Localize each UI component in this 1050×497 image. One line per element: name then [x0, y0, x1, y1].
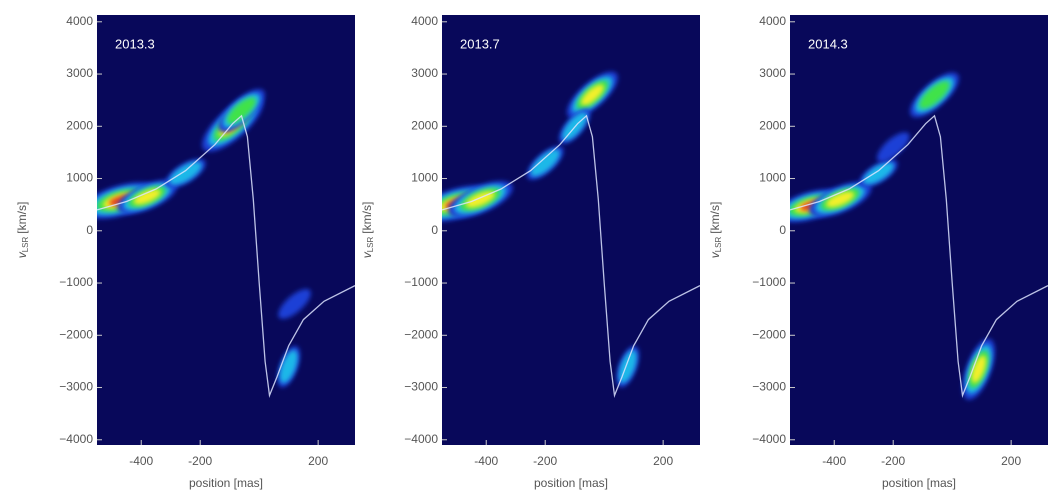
- y-tick-label: 3000: [411, 66, 438, 80]
- y-label-symbol: v: [360, 251, 374, 258]
- model-curve: [790, 114, 1048, 398]
- emission-peak: [919, 81, 950, 109]
- x-axis-label: position [mas]: [189, 476, 263, 490]
- y-tick-label: 4000: [759, 14, 786, 28]
- panel-label: 2013.3: [115, 36, 155, 51]
- y-tick-label: −3000: [59, 380, 93, 394]
- y-tick-label: 0: [431, 223, 438, 237]
- plot-area: [442, 71, 700, 398]
- y-tick-label: −1000: [404, 275, 438, 289]
- x-axis-label: position [mas]: [882, 476, 956, 490]
- x-tick-label: -200: [881, 454, 905, 468]
- y-tick-label: −4000: [59, 432, 93, 446]
- y-tick-label: 2000: [66, 118, 93, 132]
- x-tick-label: 200: [1001, 454, 1021, 468]
- x-tick-label: -400: [129, 454, 153, 468]
- y-tick-label: 4000: [411, 14, 438, 28]
- emission-peak: [876, 132, 910, 163]
- x-tick-label: -200: [533, 454, 557, 468]
- emission-peak: [826, 191, 855, 208]
- y-label-unit: [km/s]: [360, 202, 374, 234]
- model-curve: [442, 114, 700, 398]
- y-tick-label: 3000: [759, 66, 786, 80]
- y-tick-label: −4000: [752, 432, 786, 446]
- y-tick-label: −2000: [404, 327, 438, 341]
- y-tick-label: −3000: [752, 380, 786, 394]
- plot-background: [97, 15, 355, 445]
- plot-area: [97, 89, 355, 398]
- y-tick-label: 1000: [411, 171, 438, 185]
- emission-peak: [279, 350, 298, 384]
- plot-area: [790, 72, 1048, 400]
- panel-label: 2013.7: [460, 36, 500, 51]
- y-tick-label: −2000: [59, 327, 93, 341]
- y-axis-label: vLSR [km/s]: [708, 202, 723, 259]
- y-label-unit: [km/s]: [708, 202, 722, 234]
- y-tick-label: 4000: [66, 14, 93, 28]
- y-label-subscript: LSR: [366, 236, 375, 252]
- y-tick-label: −3000: [404, 380, 438, 394]
- x-tick-label: 200: [653, 454, 673, 468]
- plot-background: [442, 15, 700, 445]
- emission-peak: [530, 149, 560, 177]
- x-axis-label: position [mas]: [534, 476, 608, 490]
- plot-background: [790, 15, 1048, 445]
- panel-label: 2014.3: [808, 36, 848, 51]
- y-tick-label: 0: [779, 223, 786, 237]
- y-tick-label: 3000: [66, 66, 93, 80]
- emission-peak: [278, 288, 311, 319]
- y-label-subscript: LSR: [21, 236, 30, 252]
- y-tick-label: −2000: [752, 327, 786, 341]
- y-axis-label: vLSR [km/s]: [360, 202, 375, 259]
- y-tick-label: −1000: [752, 275, 786, 289]
- emission-peak: [226, 97, 256, 124]
- y-tick-label: 1000: [759, 171, 786, 185]
- model-curve: [97, 114, 355, 398]
- x-tick-label: -200: [188, 454, 212, 468]
- x-tick-label: 200: [308, 454, 328, 468]
- y-label-symbol: v: [15, 251, 29, 258]
- y-label-symbol: v: [708, 251, 722, 258]
- emission-peak: [971, 355, 986, 383]
- y-tick-label: −1000: [59, 275, 93, 289]
- y-tick-label: 0: [86, 223, 93, 237]
- y-label-unit: [km/s]: [15, 202, 29, 234]
- emission-peak: [863, 162, 894, 185]
- y-tick-label: 2000: [411, 118, 438, 132]
- x-tick-label: -400: [474, 454, 498, 468]
- y-label-subscript: LSR: [714, 236, 723, 252]
- y-tick-label: 1000: [66, 171, 93, 185]
- emission-peak: [133, 189, 161, 205]
- y-axis-label: vLSR [km/s]: [15, 202, 30, 259]
- y-tick-label: −4000: [404, 432, 438, 446]
- y-tick-label: 2000: [759, 118, 786, 132]
- emission-peak: [169, 161, 202, 185]
- x-tick-label: -400: [822, 454, 846, 468]
- emission-peak: [580, 84, 604, 106]
